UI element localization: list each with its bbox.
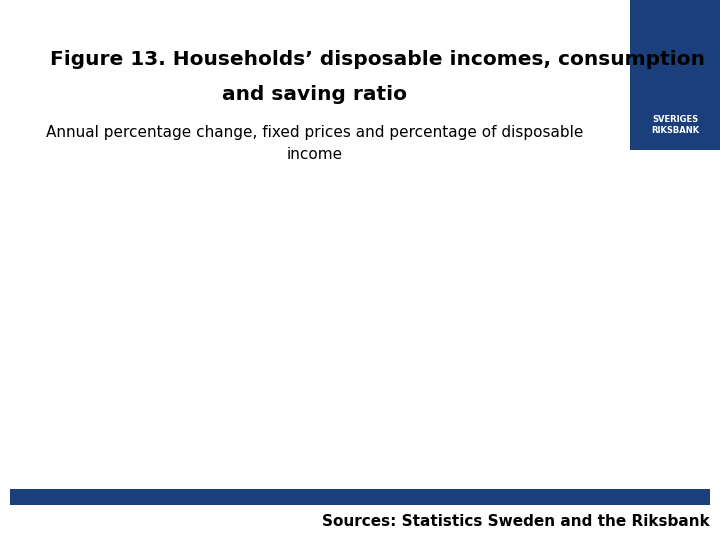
Text: Annual percentage change, fixed prices and percentage of disposable: Annual percentage change, fixed prices a… (46, 125, 584, 140)
Text: and saving ratio: and saving ratio (222, 85, 408, 104)
Text: income: income (287, 147, 343, 162)
Text: Sources: Statistics Sweden and the Riksbank: Sources: Statistics Sweden and the Riksb… (323, 515, 710, 530)
Text: SVERIGES
RIKSBANK: SVERIGES RIKSBANK (651, 114, 699, 136)
Bar (630, 0, 720, 150)
Bar (10, 489, 710, 505)
Text: Figure 13. Households’ disposable incomes, consumption: Figure 13. Households’ disposable income… (50, 50, 705, 69)
